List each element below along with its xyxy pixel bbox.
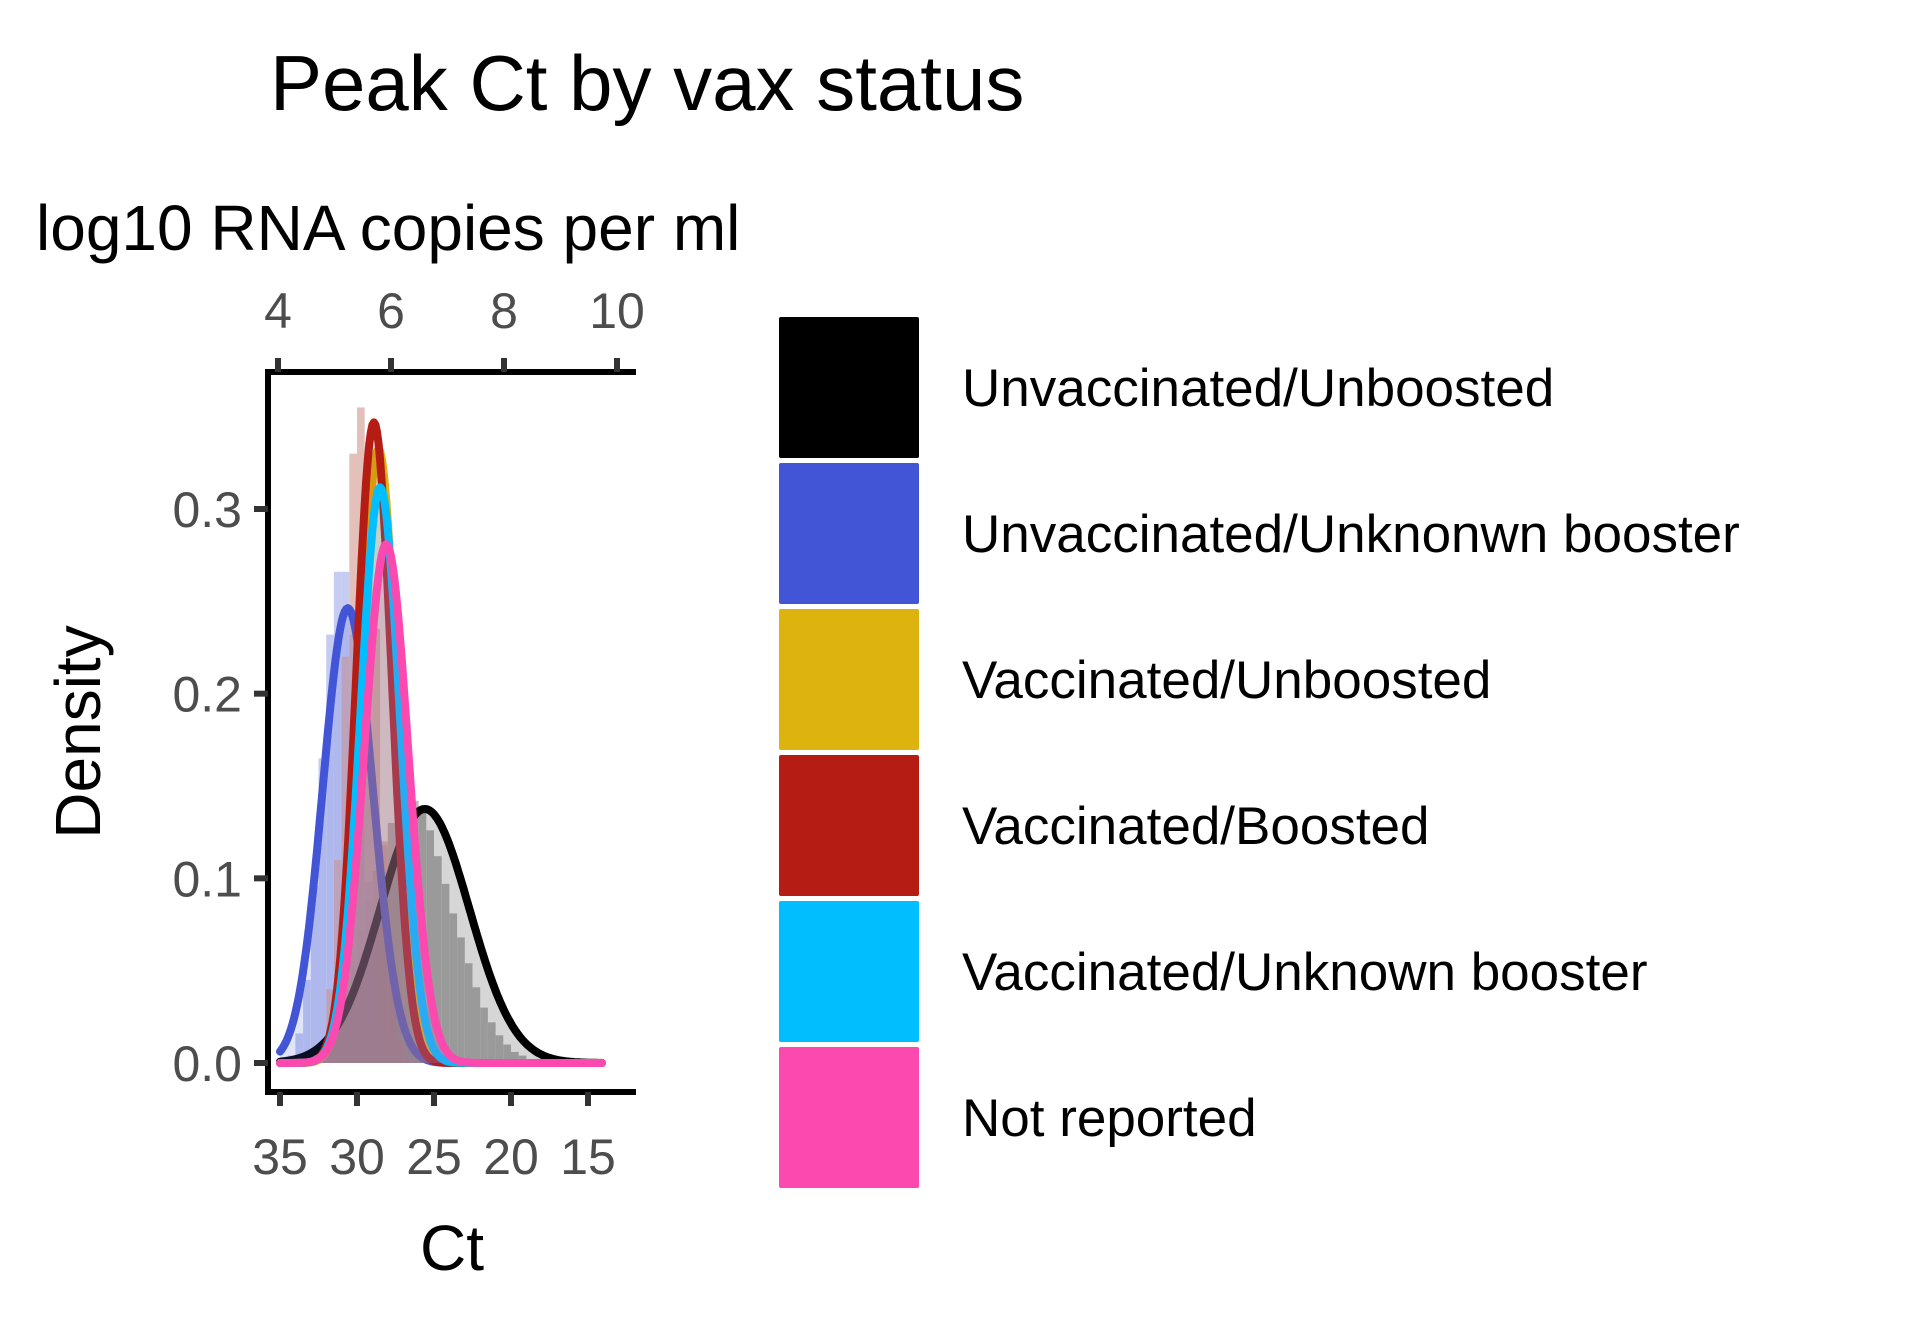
legend-item: Vaccinated/Boosted <box>777 753 1430 898</box>
legend-item: Not reported <box>777 1045 1257 1190</box>
legend-item: Vaccinated/Unboosted <box>777 607 1491 752</box>
histogram-bar <box>434 856 442 1063</box>
histogram-bar <box>310 885 319 1063</box>
y-tick-label: 0.0 <box>172 1036 242 1092</box>
x-tick-label: 25 <box>406 1129 462 1185</box>
legend-label: Vaccinated/Boosted <box>962 797 1430 856</box>
histogram-bar <box>503 1044 511 1063</box>
histogram-bar <box>318 758 327 1063</box>
legend-swatch <box>777 1045 921 1190</box>
histogram-bar <box>387 979 396 1063</box>
histogram-bar <box>464 963 473 1063</box>
chart-title: Peak Ct by vax status <box>270 39 1024 127</box>
density-area-4 <box>280 487 602 1063</box>
x-tick-label: 20 <box>483 1129 539 1185</box>
histogram-bar <box>495 1035 504 1063</box>
density-area-0 <box>280 809 602 1063</box>
histogram-bar <box>395 1040 404 1063</box>
legend-label: Not reported <box>962 1089 1257 1148</box>
legend-item: Vaccinated/Unknown booster <box>777 899 1647 1044</box>
histogram-bar <box>326 634 334 1063</box>
histogram-bar <box>472 987 481 1063</box>
x-tick-label: 30 <box>329 1129 385 1185</box>
histogram-bar <box>303 979 311 1063</box>
y-tick-label: 0.1 <box>172 851 242 907</box>
legend-swatch <box>777 899 921 1044</box>
y-tick-label: 0.2 <box>172 667 242 723</box>
x-tick-label: 35 <box>252 1129 308 1185</box>
density-area-3 <box>280 422 602 1063</box>
histogram-bar <box>487 1022 496 1063</box>
histogram-bar <box>441 883 450 1063</box>
secondary-x-tick-label: 10 <box>589 283 645 339</box>
legend-item: Unvaccinated/Unboosted <box>777 315 1554 460</box>
histogram-bar <box>511 1051 519 1063</box>
density-area-5 <box>280 544 602 1063</box>
legend-swatch <box>777 461 921 606</box>
density-area-2 <box>280 449 602 1064</box>
y-axis-title: Density <box>42 625 114 838</box>
secondary-x-tick-label: 8 <box>490 283 518 339</box>
density-line-5 <box>276 540 606 1067</box>
legend-label: Unvaccinated/Unboosted <box>962 359 1554 418</box>
legend-swatch <box>777 607 921 752</box>
histogram-bar <box>333 571 342 1063</box>
legend-label: Vaccinated/Unknown booster <box>962 943 1647 1002</box>
legend-swatch <box>777 315 921 460</box>
histogram-bar <box>449 913 458 1063</box>
y-tick-label: 0.3 <box>172 482 242 538</box>
x-tick-label: 15 <box>560 1129 616 1185</box>
histogram-bar <box>295 1033 304 1063</box>
legend-label: Vaccinated/Unboosted <box>962 651 1491 710</box>
histogram-bar <box>403 1059 411 1063</box>
histogram-bar <box>426 830 434 1063</box>
histogram-bar <box>457 937 465 1063</box>
histogram-bar <box>380 841 388 1063</box>
histogram-bar <box>395 808 404 1063</box>
secondary-x-tick-label: 4 <box>264 283 292 339</box>
legend-item: Unvaccinated/Unknonwn booster <box>777 461 1740 606</box>
legend-label: Unvaccinated/Unknonwn booster <box>962 505 1740 564</box>
secondary-x-axis-title: log10 RNA copies per ml <box>36 192 740 264</box>
plot-area: 35 30 25 20 15 4 6 8 10 0.0 0.1 0.2 0.3 Ct Density <box>42 283 645 1284</box>
legend-swatch <box>777 753 921 898</box>
histogram-bar <box>480 1007 488 1063</box>
secondary-x-tick-label: 6 <box>377 283 405 339</box>
x-axis-title: Ct <box>420 1212 484 1284</box>
legend: Unvaccinated/Unboosted Unvaccinated/Unkno… <box>777 315 1740 1190</box>
